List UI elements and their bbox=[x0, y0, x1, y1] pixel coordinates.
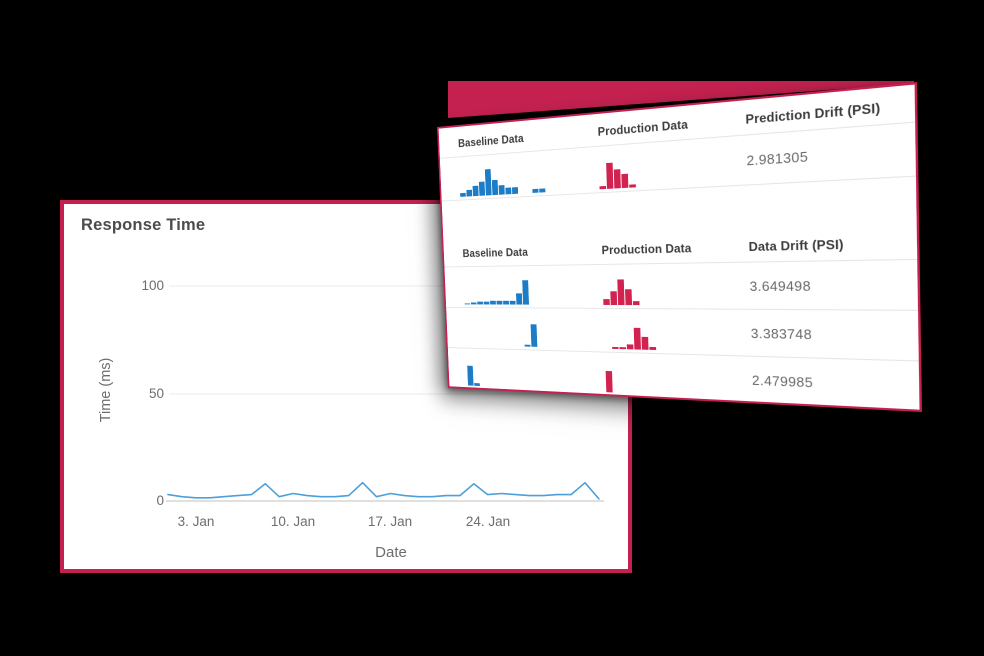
histogram-bar bbox=[532, 188, 539, 193]
line-chart: 100 50 0 Time (ms) 3. Jan 10. Jan 17. Ja… bbox=[64, 204, 628, 569]
table-row: 3.649498 bbox=[444, 259, 919, 311]
psi-value: 2.479985 bbox=[751, 371, 814, 390]
histogram-bar bbox=[467, 365, 474, 386]
histogram-bar bbox=[619, 347, 627, 350]
histogram-bar bbox=[474, 383, 480, 387]
column-header-prediction-psi: Prediction Drift (PSI) bbox=[745, 100, 881, 128]
histogram-bar bbox=[633, 327, 641, 350]
x-tick-3-jan: 3. Jan bbox=[177, 514, 215, 529]
x-tick-10-jan: 10. Jan bbox=[270, 514, 316, 529]
histogram-bar bbox=[511, 187, 519, 195]
histogram-bar bbox=[496, 300, 503, 305]
histogram-bar bbox=[470, 302, 477, 305]
psi-value: 2.981305 bbox=[746, 147, 809, 169]
column-header-production: Production Data bbox=[597, 117, 689, 139]
column-header-production: Production Data bbox=[601, 240, 692, 258]
histogram-bar bbox=[610, 291, 618, 306]
histogram-bar bbox=[466, 189, 473, 197]
histogram-bar bbox=[649, 346, 657, 351]
histogram-bar bbox=[498, 185, 505, 195]
baseline-histogram bbox=[465, 314, 605, 348]
histogram-bar bbox=[599, 185, 607, 190]
card-title: Response Time bbox=[81, 216, 206, 234]
histogram-bar bbox=[477, 301, 483, 305]
histogram-bar bbox=[629, 184, 636, 188]
histogram-bar bbox=[539, 188, 546, 193]
production-histogram bbox=[605, 359, 752, 399]
histogram-bar bbox=[530, 324, 538, 347]
histogram-bar bbox=[472, 185, 479, 197]
data-drift-section: Baseline Data Production Data Data Drift… bbox=[443, 229, 920, 412]
histogram-bar bbox=[612, 346, 619, 350]
x-tick-24-jan: 24. Jan bbox=[465, 514, 511, 529]
histogram-bar bbox=[641, 336, 649, 350]
histogram-bar bbox=[606, 162, 614, 189]
baseline-histogram bbox=[467, 355, 607, 392]
production-histogram bbox=[598, 145, 747, 190]
histogram-bar bbox=[613, 169, 621, 189]
histogram-bar bbox=[491, 179, 499, 196]
drift-table-card: Baseline Data Production Data Prediction… bbox=[437, 82, 922, 413]
histogram-bar bbox=[464, 303, 471, 305]
histogram-bar bbox=[478, 181, 486, 196]
x-tick-17-jan: 17. Jan bbox=[367, 514, 413, 529]
baseline-histogram bbox=[463, 272, 603, 305]
column-header-data-psi: Data Drift (PSI) bbox=[748, 236, 844, 255]
line-chart-svg bbox=[166, 285, 604, 502]
histogram-bar bbox=[505, 187, 512, 195]
y-tick-50: 50 bbox=[148, 386, 164, 401]
histogram-bar bbox=[503, 300, 509, 305]
x-axis-label: Date bbox=[375, 544, 407, 561]
psi-value: 3.649498 bbox=[749, 277, 812, 294]
column-header-baseline: Baseline Data bbox=[462, 245, 529, 260]
production-histogram bbox=[604, 316, 751, 353]
baseline-histogram bbox=[459, 156, 600, 197]
histogram-bar bbox=[625, 289, 633, 306]
y-tick-0: 0 bbox=[156, 493, 164, 508]
histogram-bar bbox=[617, 279, 625, 306]
histogram-bar bbox=[516, 293, 523, 305]
psi-value: 3.383748 bbox=[750, 324, 813, 342]
column-header-baseline: Baseline Data bbox=[457, 131, 524, 151]
histogram-bar bbox=[626, 344, 634, 350]
histogram-bar bbox=[460, 192, 466, 197]
histogram-bar bbox=[522, 280, 530, 305]
histogram-bar bbox=[605, 370, 613, 393]
y-tick-100: 100 bbox=[141, 278, 164, 293]
histogram-bar bbox=[524, 344, 531, 347]
y-axis-label: Time (ms) bbox=[98, 357, 114, 423]
production-histogram bbox=[602, 270, 750, 306]
response-time-series-line bbox=[167, 481, 600, 500]
histogram-bar bbox=[509, 300, 516, 305]
histogram-bar bbox=[483, 301, 490, 305]
histogram-bar bbox=[490, 300, 496, 305]
histogram-bar bbox=[484, 169, 492, 196]
histogram-bar bbox=[621, 173, 629, 189]
histogram-bar bbox=[632, 301, 640, 306]
histogram-bar bbox=[603, 299, 610, 305]
